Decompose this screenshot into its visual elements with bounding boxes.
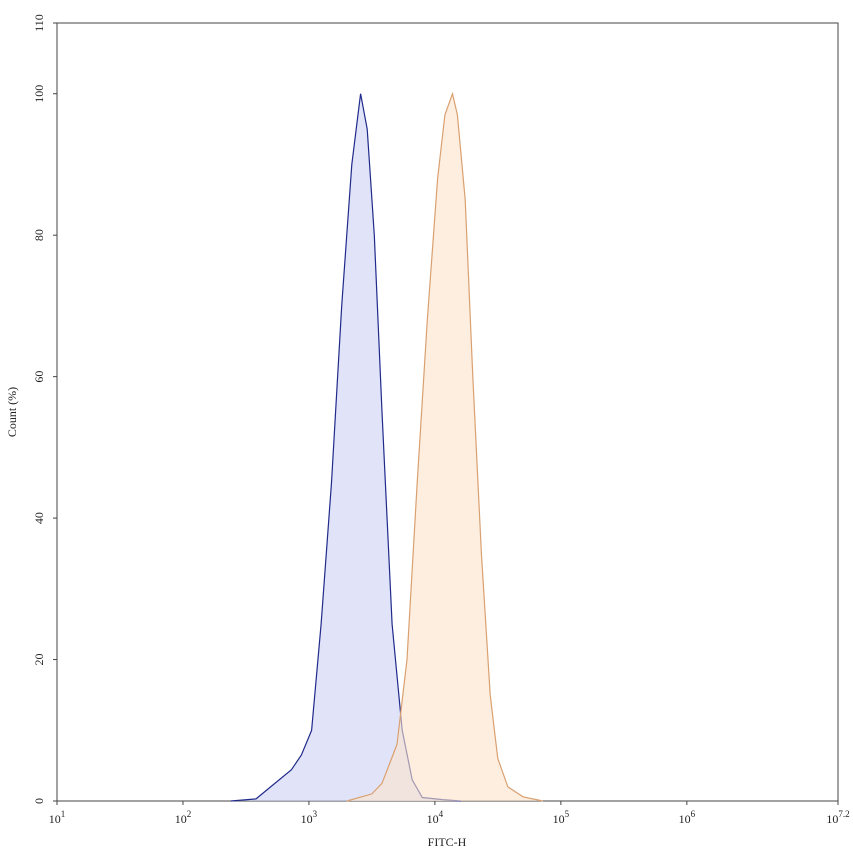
x-tick-base: 10 bbox=[301, 812, 313, 826]
x-tick-base: 10 bbox=[826, 812, 838, 826]
y-tick-label: 110 bbox=[32, 14, 46, 32]
y-tick-label: 20 bbox=[32, 654, 46, 666]
y-axis-label: Count (%) bbox=[5, 387, 19, 437]
x-tick-label: 107.2 bbox=[826, 809, 849, 826]
x-tick-base: 10 bbox=[553, 812, 565, 826]
x-tick-label: 104 bbox=[427, 809, 444, 826]
y-tick-label: 60 bbox=[32, 371, 46, 383]
x-tick-label: 102 bbox=[175, 809, 192, 826]
x-axis-label: FITC-H bbox=[428, 835, 467, 849]
y-tick-label: 100 bbox=[32, 85, 46, 103]
x-tick-label: 103 bbox=[301, 809, 318, 826]
x-tick-exponent: 7.2 bbox=[838, 809, 849, 819]
x-tick-label: 106 bbox=[679, 809, 696, 826]
x-tick-exponent: 4 bbox=[439, 809, 444, 819]
x-tick-base: 10 bbox=[49, 812, 61, 826]
x-tick-base: 10 bbox=[175, 812, 187, 826]
x-tick-exponent: 3 bbox=[313, 809, 318, 819]
x-tick-base: 10 bbox=[427, 812, 439, 826]
x-tick-base: 10 bbox=[679, 812, 691, 826]
y-tick-label: 80 bbox=[32, 229, 46, 241]
y-tick-label: 40 bbox=[32, 512, 46, 524]
x-tick-exponent: 2 bbox=[187, 809, 192, 819]
histogram-curve bbox=[346, 91, 544, 802]
x-tick-label: 105 bbox=[553, 809, 570, 826]
x-tick-label: 101 bbox=[49, 809, 66, 826]
y-tick-label: 0 bbox=[32, 798, 46, 804]
x-tick-exponent: 6 bbox=[691, 809, 696, 819]
x-tick-exponent: 5 bbox=[565, 809, 570, 819]
x-tick-exponent: 1 bbox=[61, 809, 66, 819]
